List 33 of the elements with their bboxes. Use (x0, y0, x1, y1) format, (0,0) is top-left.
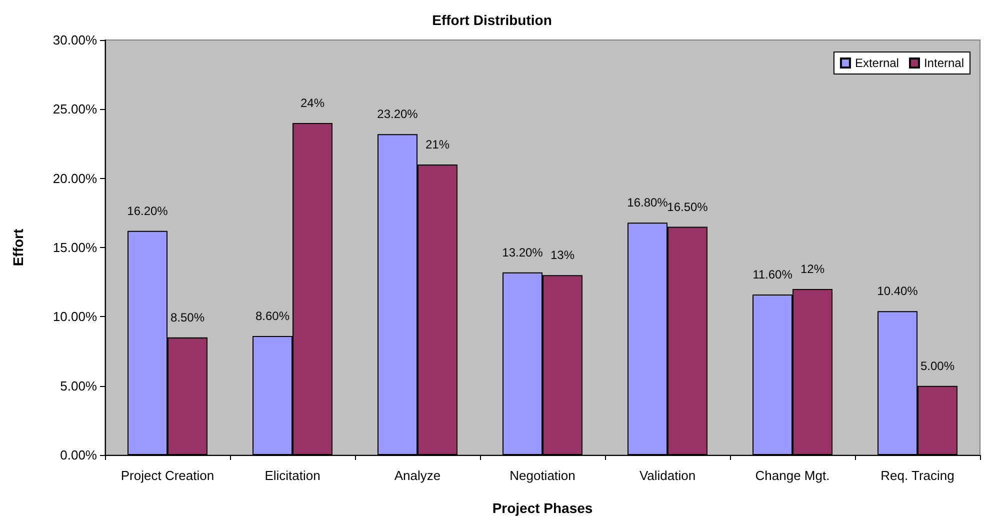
data-label: 24% (300, 96, 325, 110)
x-tick-label: Req. Tracing (880, 468, 954, 483)
y-tick-label: 30.00% (52, 32, 98, 48)
data-label: 8.60% (255, 309, 290, 324)
y-tick-label: 10.00% (52, 309, 98, 324)
data-label: 21% (425, 138, 450, 152)
x-tick-label: Elicitation (264, 468, 320, 483)
data-label: 11.60% (752, 268, 793, 282)
y-tick-label: 0.00% (60, 448, 98, 462)
y-tick-label: 5.00% (60, 378, 98, 394)
data-label: 16.80% (627, 196, 668, 210)
x-tick-label: Change Mgt. (755, 468, 830, 483)
data-label: 16.20% (127, 204, 168, 218)
data-label: 8.50% (170, 310, 205, 324)
x-tick-label: Project Creation (120, 468, 214, 483)
x-axis-title: Project Phases (492, 500, 593, 516)
data-label: 13% (550, 248, 575, 262)
data-label: 16.50% (667, 200, 708, 214)
y-tick-label: 15.00% (52, 240, 98, 255)
x-tick-label: Analyze (394, 468, 441, 483)
x-tick-label: Negotiation (510, 468, 576, 483)
data-label: 5.00% (920, 358, 955, 373)
data-label: 13.20% (502, 245, 544, 260)
x-tick-label: Validation (639, 468, 696, 483)
y-axis-title: Effort (10, 228, 26, 266)
data-label: 12% (800, 262, 825, 276)
data-label: 23.20% (377, 107, 418, 122)
y-tick-label: 20.00% (52, 170, 98, 186)
legend-label: External (854, 56, 899, 70)
chart-title: Effort Distribution (432, 12, 552, 28)
legend-label: Internal (924, 56, 964, 70)
data-label: 10.40% (877, 284, 918, 298)
y-tick-label: 25.00% (52, 102, 98, 117)
